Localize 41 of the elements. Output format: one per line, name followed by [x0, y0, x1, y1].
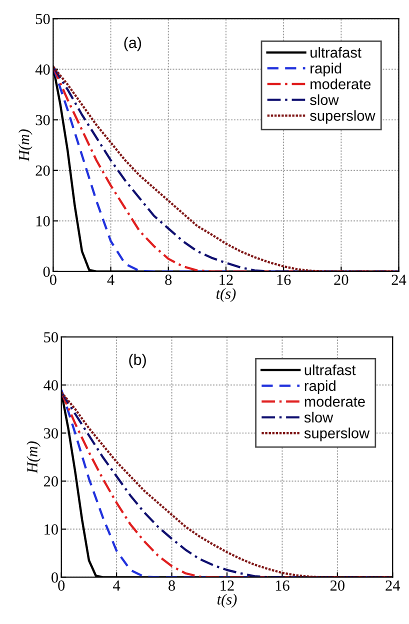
x-tick-label: 20	[334, 274, 348, 285]
y-tick-label: 0	[52, 572, 58, 583]
legend-label: ultrafast	[310, 47, 362, 58]
y-tick-label: 40	[35, 64, 50, 75]
x-tick-label: 12	[220, 580, 234, 591]
x-tick-label: 12	[220, 274, 233, 285]
legend-label: moderate	[310, 78, 371, 90]
x-tick-label: 16	[277, 274, 291, 285]
legend-label: moderate	[304, 396, 365, 407]
y-tick-label: 20	[44, 476, 58, 487]
y-tick-label: 50	[44, 332, 58, 342]
y-tick-label: 50	[36, 14, 50, 24]
y-axis-title: H(m)	[26, 441, 41, 474]
legend-label: rapid	[310, 62, 342, 76]
x-axis-title: t(s)	[217, 594, 237, 608]
x-tick-label: 8	[165, 274, 172, 285]
legend-label: superslow	[304, 428, 370, 442]
x-tick-label: 16	[276, 580, 290, 591]
legend-label: slow	[304, 412, 334, 423]
y-tick-label: 30	[36, 114, 50, 126]
legend-label: superslow	[310, 110, 376, 124]
y-tick-label: 10	[36, 216, 50, 226]
x-tick-label: 8	[168, 580, 176, 591]
x-tick-label: 0	[58, 580, 65, 591]
y-tick-label: 40	[44, 380, 58, 390]
x-tick-label: 4	[113, 580, 120, 591]
x-tick-label: 24	[386, 580, 400, 591]
y-tick-label: 20	[36, 165, 50, 176]
annotation: (a)	[124, 36, 142, 52]
y-tick-label: 10	[44, 524, 58, 535]
x-tick-label: 20	[330, 580, 344, 591]
y-tick-label: 30	[44, 428, 58, 439]
x-tick-label: 4	[107, 274, 114, 285]
x-axis-title: t(s)	[216, 288, 236, 302]
y-tick-label: 0	[43, 266, 50, 277]
annotation: (b)	[129, 354, 146, 368]
legend-label: rapid	[304, 380, 336, 394]
legend-label: slow	[310, 94, 339, 106]
x-tick-label: 24	[392, 274, 406, 285]
y-axis-title: H(m)	[18, 129, 32, 162]
legend-label: ultrafast	[304, 364, 356, 376]
